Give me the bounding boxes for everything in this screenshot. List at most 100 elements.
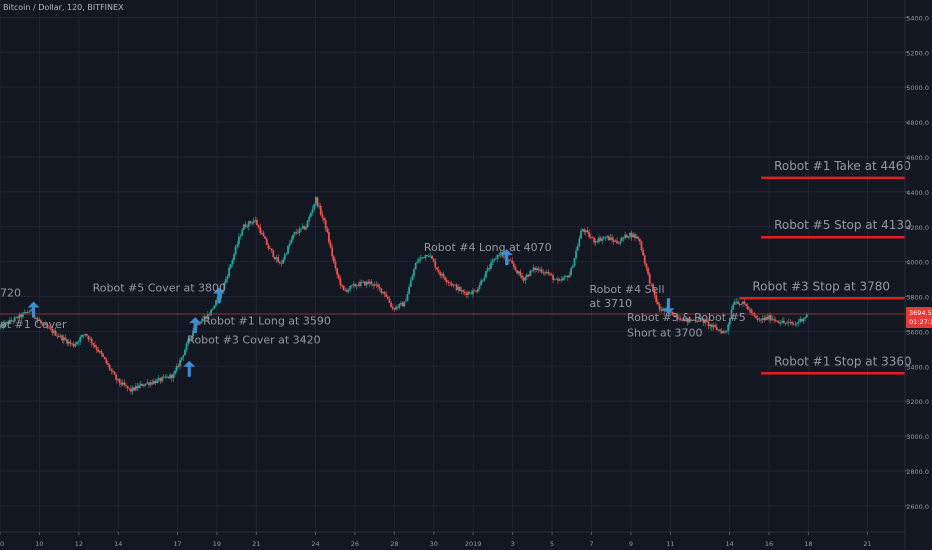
candle-body [105, 359, 108, 364]
candle-body [426, 255, 429, 257]
candle-body [44, 323, 47, 326]
candle-body [4, 322, 6, 327]
candle-body [182, 355, 185, 358]
candle-body [745, 303, 748, 307]
candle-body [177, 365, 180, 367]
current-price-countdown: 01:27:16 [909, 318, 932, 326]
candle-body [370, 281, 373, 285]
candle-body [233, 254, 235, 261]
candle-body [563, 276, 566, 279]
candle-body [526, 274, 528, 278]
candle-body [120, 382, 123, 385]
annotation-label: 720 [0, 287, 21, 300]
price-tick-label: 5200.0 [906, 49, 929, 57]
candle-body [414, 262, 417, 270]
candle-body [282, 259, 285, 264]
time-tick-label: 00 [0, 540, 4, 548]
candle-body [0, 326, 1, 328]
candle-body [655, 295, 658, 302]
price-tick-label: 4000.0 [906, 259, 929, 267]
candle-body [301, 226, 304, 229]
candle-body [18, 314, 21, 319]
candle-body [208, 314, 211, 316]
candle-body [429, 255, 432, 257]
candle-body [594, 241, 597, 243]
candle-body [391, 306, 394, 309]
candle-body [139, 383, 142, 386]
candle-body [148, 382, 150, 385]
candle-body [727, 324, 730, 331]
candle-body [59, 335, 62, 337]
candle-body [524, 277, 527, 281]
candle-body [43, 323, 46, 325]
candle-body [539, 269, 541, 271]
candle-body [259, 227, 262, 234]
candle-body [126, 385, 129, 389]
candle-body [69, 341, 72, 344]
candle-body [558, 279, 561, 281]
candle-body [580, 231, 582, 239]
candle-body [298, 228, 301, 233]
candle-body [751, 313, 754, 314]
candle-body [566, 275, 569, 278]
candle-body [23, 311, 26, 314]
level-label: Robot #1 Stop at 3360 [774, 354, 912, 368]
candle-body [200, 321, 203, 324]
candle-body [519, 271, 522, 276]
price-tick-label: 2800.0 [906, 468, 929, 476]
candle-body [190, 336, 193, 339]
candle-body [94, 344, 96, 347]
candle-body [10, 320, 13, 322]
candle-body [67, 341, 70, 344]
candle-body [732, 304, 735, 310]
candle-body [715, 327, 718, 331]
candle-body [20, 314, 23, 317]
candle-body [748, 309, 751, 311]
candle-body [480, 280, 483, 286]
candle-body [277, 257, 280, 263]
candle-body [678, 318, 681, 320]
candle-body [238, 236, 240, 245]
annotation-label: Short at 3700 [627, 327, 703, 340]
candle-body [787, 321, 790, 323]
candle-body [476, 289, 479, 292]
annotations: ot #1 Cover 720 Robot #5 Cover at 3800 Robo… [0, 241, 746, 346]
price-tick-label: 3400.0 [906, 363, 929, 371]
candle-body [141, 383, 144, 387]
candle-body [552, 275, 555, 280]
annotation-label: at 3710 [590, 297, 633, 310]
candle-body [511, 260, 514, 264]
candle-body [638, 239, 641, 242]
candle-body [187, 339, 190, 344]
annotation-label: ot #1 Cover [0, 318, 67, 331]
candle-body [362, 281, 365, 283]
candle-body [95, 346, 98, 350]
candle-body [71, 343, 73, 345]
candle-body [794, 323, 797, 325]
time-tick-label: 28 [390, 540, 398, 548]
candle-body [419, 257, 422, 260]
price-axis: 5400.0 5200.0 5000.0 4800.0 4600.0 4400.0 4200… [904, 0, 929, 550]
candle-body [175, 365, 178, 371]
candle-body [25, 311, 28, 313]
up-arrow-icon [183, 360, 196, 367]
candle-body [485, 270, 487, 278]
candle-body [295, 232, 298, 233]
candle-body [146, 382, 149, 384]
candle-body [532, 267, 535, 271]
candle-body [22, 313, 24, 317]
candle-body [28, 311, 31, 313]
candle-body [46, 325, 49, 328]
candle-body [354, 284, 357, 287]
candle-body [797, 322, 800, 324]
time-tick-label: 30 [430, 540, 438, 548]
candle-body [328, 232, 330, 243]
candle-body [92, 343, 95, 345]
candle-body [499, 253, 502, 255]
up-arrow-icon [212, 287, 225, 294]
level-lines: Robot #1 Take at 4460 Robot #5 Stop at 41… [0, 159, 912, 375]
candle-body [265, 238, 268, 245]
candle-body [432, 258, 435, 262]
level-label: Robot #1 Take at 4460 [774, 159, 911, 173]
